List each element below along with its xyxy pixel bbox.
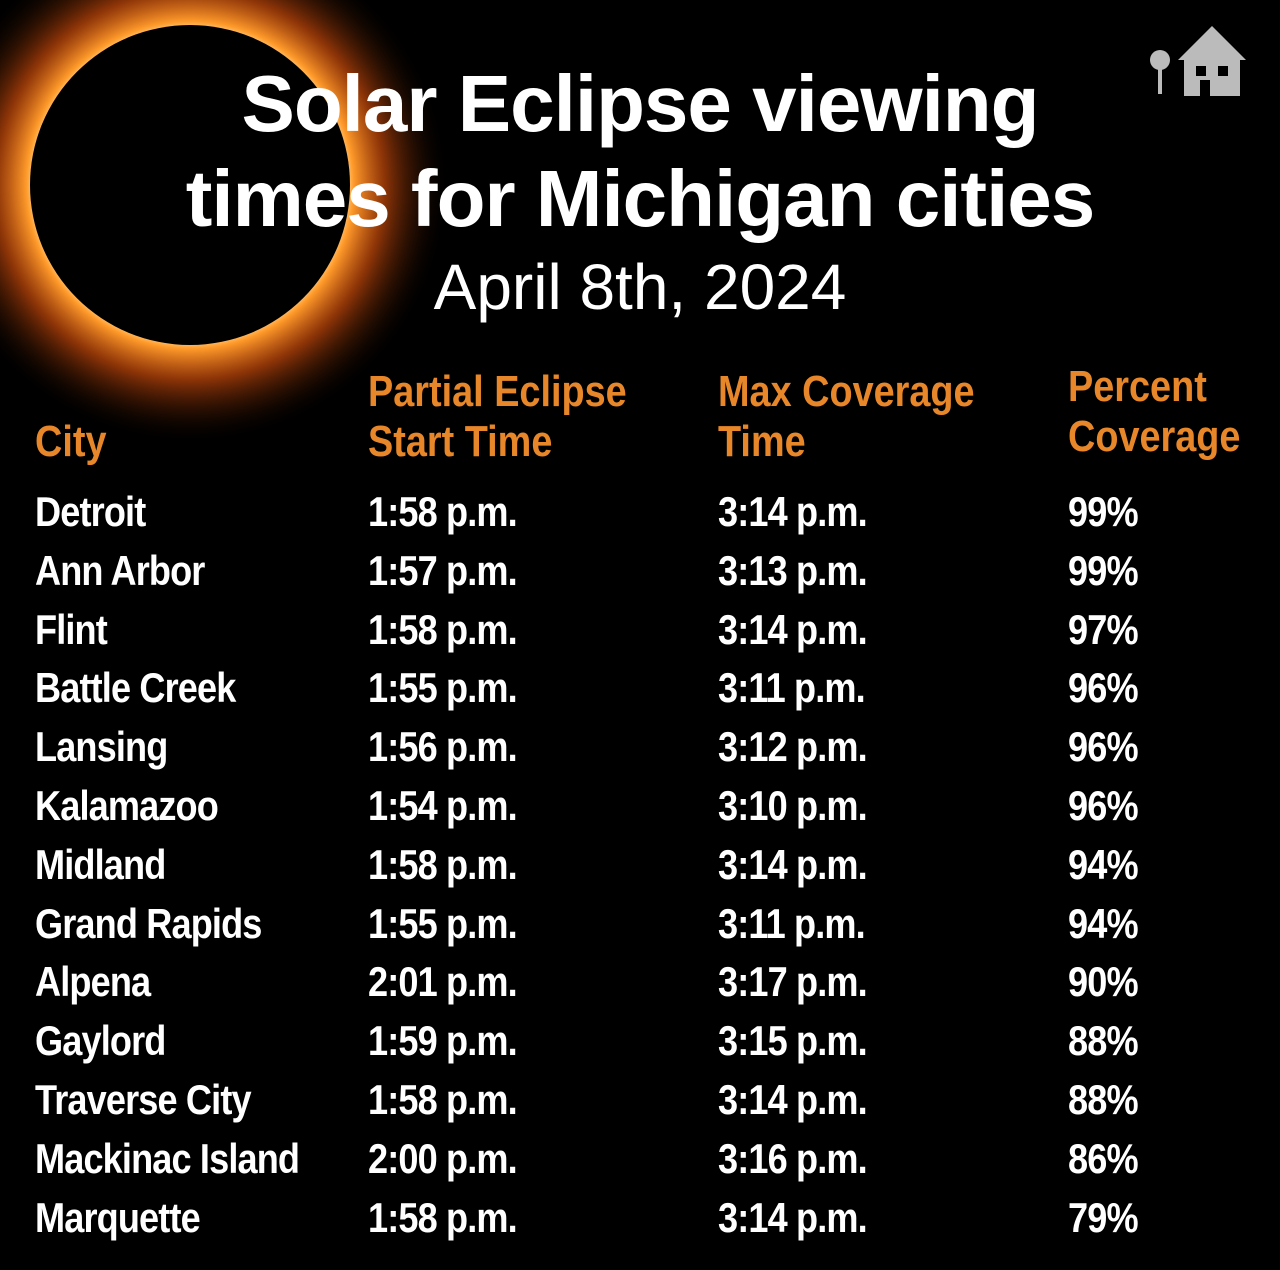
table-cell: 3:16 p.m. — [718, 1134, 868, 1182]
table-cell: 1:57 p.m. — [368, 546, 518, 594]
table-cell: 3:14 p.m. — [718, 1193, 868, 1241]
table-cell: Alpena — [35, 958, 151, 1006]
table-cell: 3:15 p.m. — [718, 1017, 868, 1065]
table-cell: 96% — [1068, 664, 1139, 712]
table-cell: Gaylord — [35, 1017, 166, 1065]
column-header: Coverage — [1068, 412, 1241, 461]
table-cell: 3:17 p.m. — [718, 958, 868, 1006]
eclipse-moon — [30, 25, 350, 345]
column-header: City — [35, 417, 107, 466]
table-cell: Flint — [35, 605, 108, 653]
table-cell: 1:58 p.m. — [368, 605, 518, 653]
table-cell: 1:55 p.m. — [368, 899, 518, 947]
table-cell: Mackinac Island — [35, 1134, 300, 1182]
table-cell: 3:12 p.m. — [718, 723, 868, 771]
table-cell: Grand Rapids — [35, 899, 262, 947]
table-cell: 3:14 p.m. — [718, 488, 868, 535]
table-cell: 1:56 p.m. — [368, 723, 518, 771]
table-cell: 1:58 p.m. — [368, 1076, 518, 1123]
table-cell: 3:11 p.m. — [718, 664, 866, 712]
table-cell: 90% — [1068, 958, 1139, 1006]
table-cell: Traverse City — [35, 1076, 252, 1123]
table-cell: 99% — [1068, 546, 1139, 594]
table-cell: 1:54 p.m. — [368, 782, 518, 829]
table-cell: 88% — [1068, 1076, 1139, 1123]
table-cell: 1:58 p.m. — [368, 840, 518, 888]
table-cell: 1:55 p.m. — [368, 664, 518, 712]
table-cell: Marquette — [35, 1193, 201, 1241]
table-cell: 88% — [1068, 1017, 1139, 1065]
table-cell: 3:14 p.m. — [718, 1076, 868, 1123]
column-header: Time — [718, 417, 806, 466]
table-cell: 79% — [1068, 1193, 1139, 1241]
column-header: Start Time — [368, 417, 553, 466]
table-cell: 2:01 p.m. — [368, 958, 518, 1006]
table-cell: 2:00 p.m. — [368, 1134, 518, 1182]
table-cell: 94% — [1068, 840, 1139, 888]
table-cell: 3:11 p.m. — [718, 899, 866, 947]
table-cell: 3:10 p.m. — [718, 782, 868, 829]
column-header: Max Coverage — [718, 367, 975, 416]
house-logo — [1150, 26, 1246, 96]
table-cell: 3:14 p.m. — [718, 840, 868, 888]
column-header: Percent — [1068, 362, 1207, 411]
table-cell: Lansing — [35, 723, 168, 771]
table-cell: Midland — [35, 840, 166, 888]
column-header: Partial Eclipse — [368, 367, 627, 416]
table-cell: 1:58 p.m. — [368, 1193, 518, 1241]
table-cell: 3:13 p.m. — [718, 546, 868, 594]
table-cell: 3:14 p.m. — [718, 605, 868, 653]
table-cell: Kalamazoo — [35, 782, 219, 829]
table-cell: 96% — [1068, 723, 1139, 771]
table-cell: 94% — [1068, 899, 1139, 947]
table-cell: 99% — [1068, 488, 1139, 535]
table-cell: Ann Arbor — [35, 546, 205, 594]
table-cell: Detroit — [35, 488, 146, 535]
table-cell: 97% — [1068, 605, 1139, 653]
table-cell: 96% — [1068, 782, 1139, 829]
title-line: Solar Eclipse viewing — [241, 59, 1039, 148]
date: April 8th, 2024 — [433, 251, 847, 323]
table-cell: Battle Creek — [35, 664, 236, 712]
table-cell: 1:59 p.m. — [368, 1017, 518, 1065]
table-cell: 86% — [1068, 1134, 1139, 1182]
title-line: times for Michigan cities — [185, 154, 1096, 243]
table-cell: 1:58 p.m. — [368, 488, 518, 535]
